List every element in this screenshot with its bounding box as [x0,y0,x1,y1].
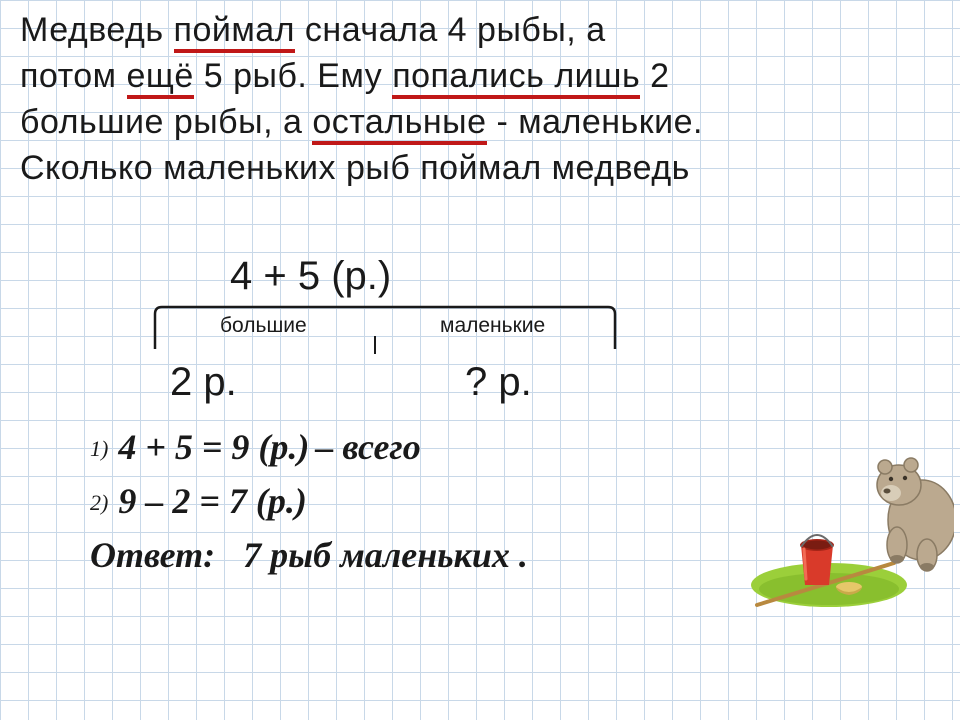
p2e: 2 [640,57,669,95]
value-big: 2 р. [170,360,237,405]
p1b-underline: поймал [174,11,295,53]
answer-label: Ответ: [90,535,215,575]
step-expr: 4 + 5 = 9 (р.) [118,426,309,468]
diagram-sum: 4 + 5 (р.) [230,254,391,299]
p3b-underline: остальные [312,103,486,145]
solution-block: 1) 4 + 5 = 9 (р.) – всего 2) 9 – 2 = 7 (… [90,426,790,576]
solution-step: 2) 9 – 2 = 7 (р.) [90,480,790,522]
answer-text: 7 рыб маленьких . [243,535,528,575]
p2a: потом [20,57,127,95]
p3a: большие рыбы, а [20,103,312,141]
solution-step: 1) 4 + 5 = 9 (р.) – всего [90,426,790,468]
p1a: Медведь [20,11,174,49]
label-big: большие [220,314,307,338]
answer-line: Ответ: 7 рыб маленьких . [90,534,790,576]
p3c: - маленькие. [487,103,703,141]
p1c: сначала 4 рыбы, а [295,11,606,49]
value-small: ? р. [465,360,532,405]
illustration [749,445,954,615]
p2b-underline: ещё [127,57,194,99]
step-expr: 9 – 2 = 7 (р.) [118,480,307,522]
p2c: 5 рыб. Ему [194,57,392,95]
problem-text: Медведь поймал сначала 4 рыбы, а потом е… [20,8,920,192]
p2d-underline: попались лишь [392,57,640,99]
step-num: 2) [90,490,108,522]
p4: Сколько маленьких рыб поймал медведь [20,149,690,187]
label-small: маленькие [440,314,545,338]
step-num: 1) [90,436,108,468]
step-note: – всего [315,426,420,468]
